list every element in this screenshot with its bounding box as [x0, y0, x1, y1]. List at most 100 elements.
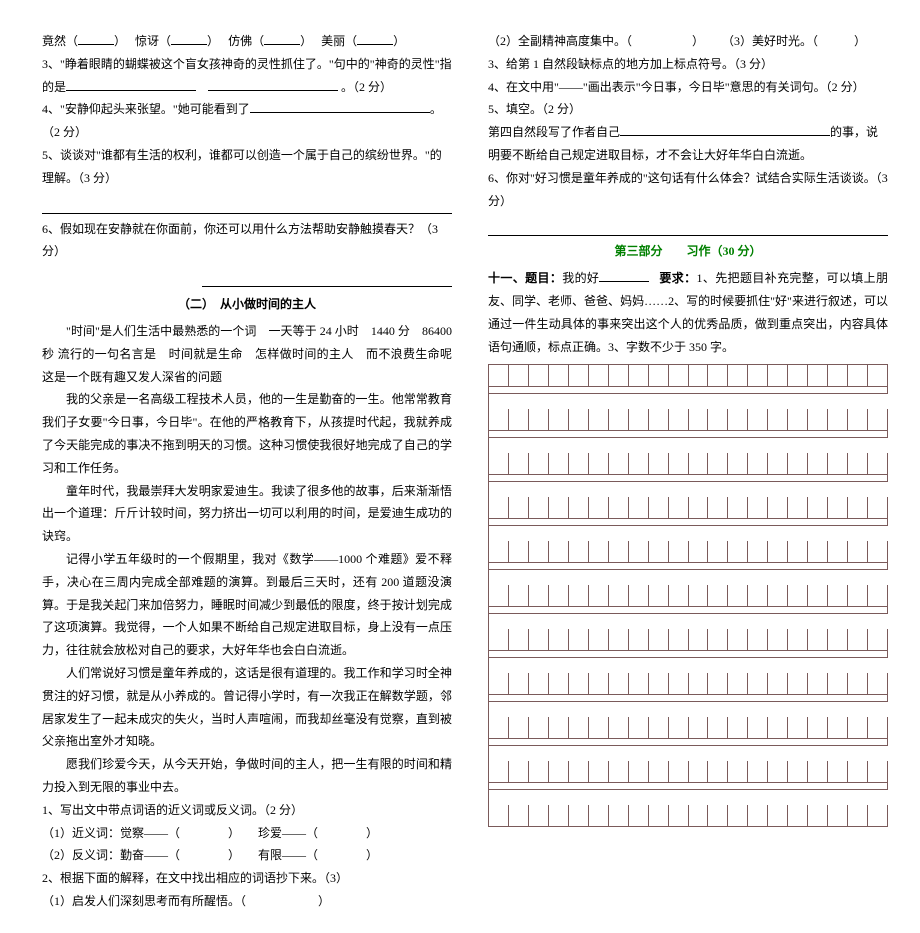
grid-cell[interactable] — [509, 673, 529, 695]
grid-cell[interactable] — [629, 585, 649, 607]
grid-cell[interactable] — [848, 629, 868, 651]
grid-cell[interactable] — [549, 673, 569, 695]
grid-cell[interactable] — [828, 673, 848, 695]
grid-cell[interactable] — [689, 409, 709, 431]
grid-cell[interactable] — [569, 717, 589, 739]
grid-cell[interactable] — [808, 453, 828, 475]
grid-cell[interactable] — [748, 365, 768, 387]
grid-cell[interactable] — [529, 673, 549, 695]
grid-cell[interactable] — [868, 629, 888, 651]
grid-cell[interactable] — [868, 409, 888, 431]
grid-cell[interactable] — [529, 541, 549, 563]
grid-cell[interactable] — [609, 673, 629, 695]
grid-cell[interactable] — [609, 805, 629, 827]
grid-cell[interactable] — [509, 365, 529, 387]
grid-cell[interactable] — [509, 585, 529, 607]
grid-cell[interactable] — [649, 761, 669, 783]
grid-cell[interactable] — [629, 409, 649, 431]
grid-cell[interactable] — [768, 761, 788, 783]
writing-grid[interactable] — [488, 364, 888, 827]
grid-cell[interactable] — [689, 761, 709, 783]
grid-cell[interactable] — [489, 365, 509, 387]
grid-cell[interactable] — [689, 629, 709, 651]
grid-cell[interactable] — [569, 497, 589, 519]
grid-cell[interactable] — [489, 673, 509, 695]
grid-cell[interactable] — [868, 717, 888, 739]
grid-cell[interactable] — [848, 717, 868, 739]
grid-cell[interactable] — [509, 717, 529, 739]
grid-cell[interactable] — [669, 717, 689, 739]
grid-cell[interactable] — [649, 497, 669, 519]
grid-cell[interactable] — [609, 761, 629, 783]
grid-cell[interactable] — [708, 497, 728, 519]
grid-cell[interactable] — [768, 497, 788, 519]
grid-cell[interactable] — [808, 497, 828, 519]
grid-cell[interactable] — [549, 805, 569, 827]
grid-cell[interactable] — [768, 365, 788, 387]
grid-cell[interactable] — [609, 497, 629, 519]
grid-cell[interactable] — [808, 541, 828, 563]
grid-cell[interactable] — [808, 629, 828, 651]
grid-cell[interactable] — [728, 629, 748, 651]
grid-cell[interactable] — [728, 673, 748, 695]
grid-cell[interactable] — [549, 585, 569, 607]
grid-cell[interactable] — [848, 541, 868, 563]
grid-cell[interactable] — [629, 629, 649, 651]
grid-cell[interactable] — [689, 453, 709, 475]
grid-cell[interactable] — [768, 541, 788, 563]
grid-cell[interactable] — [569, 805, 589, 827]
grid-cell[interactable] — [609, 453, 629, 475]
grid-cell[interactable] — [728, 541, 748, 563]
grid-cell[interactable] — [748, 453, 768, 475]
grid-cell[interactable] — [569, 629, 589, 651]
grid-cell[interactable] — [788, 409, 808, 431]
grid-cell[interactable] — [649, 365, 669, 387]
grid-cell[interactable] — [788, 761, 808, 783]
grid-cell[interactable] — [808, 717, 828, 739]
grid-cell[interactable] — [629, 761, 649, 783]
grid-cell[interactable] — [808, 761, 828, 783]
grid-cell[interactable] — [748, 585, 768, 607]
grid-cell[interactable] — [748, 761, 768, 783]
grid-cell[interactable] — [649, 585, 669, 607]
grid-cell[interactable] — [529, 805, 549, 827]
grid-cell[interactable] — [728, 805, 748, 827]
grid-cell[interactable] — [649, 453, 669, 475]
grid-cell[interactable] — [629, 717, 649, 739]
grid-cell[interactable] — [689, 585, 709, 607]
grid-cell[interactable] — [549, 717, 569, 739]
grid-cell[interactable] — [589, 673, 609, 695]
grid-cell[interactable] — [649, 629, 669, 651]
grid-cell[interactable] — [629, 497, 649, 519]
grid-cell[interactable] — [708, 585, 728, 607]
grid-cell[interactable] — [768, 585, 788, 607]
grid-cell[interactable] — [589, 805, 609, 827]
grid-cell[interactable] — [768, 409, 788, 431]
grid-cell[interactable] — [828, 629, 848, 651]
grid-cell[interactable] — [828, 453, 848, 475]
grid-cell[interactable] — [828, 365, 848, 387]
grid-cell[interactable] — [569, 365, 589, 387]
grid-cell[interactable] — [788, 717, 808, 739]
grid-cell[interactable] — [649, 409, 669, 431]
grid-cell[interactable] — [689, 805, 709, 827]
grid-cell[interactable] — [669, 541, 689, 563]
grid-cell[interactable] — [669, 805, 689, 827]
grid-cell[interactable] — [848, 365, 868, 387]
grid-cell[interactable] — [649, 717, 669, 739]
grid-cell[interactable] — [529, 365, 549, 387]
grid-cell[interactable] — [768, 673, 788, 695]
grid-cell[interactable] — [589, 761, 609, 783]
grid-cell[interactable] — [708, 717, 728, 739]
grid-cell[interactable] — [609, 585, 629, 607]
grid-cell[interactable] — [609, 541, 629, 563]
grid-cell[interactable] — [509, 453, 529, 475]
grid-cell[interactable] — [609, 409, 629, 431]
grid-cell[interactable] — [748, 629, 768, 651]
grid-cell[interactable] — [828, 541, 848, 563]
grid-cell[interactable] — [589, 365, 609, 387]
grid-cell[interactable] — [609, 629, 629, 651]
grid-cell[interactable] — [489, 717, 509, 739]
grid-cell[interactable] — [788, 541, 808, 563]
grid-cell[interactable] — [549, 629, 569, 651]
